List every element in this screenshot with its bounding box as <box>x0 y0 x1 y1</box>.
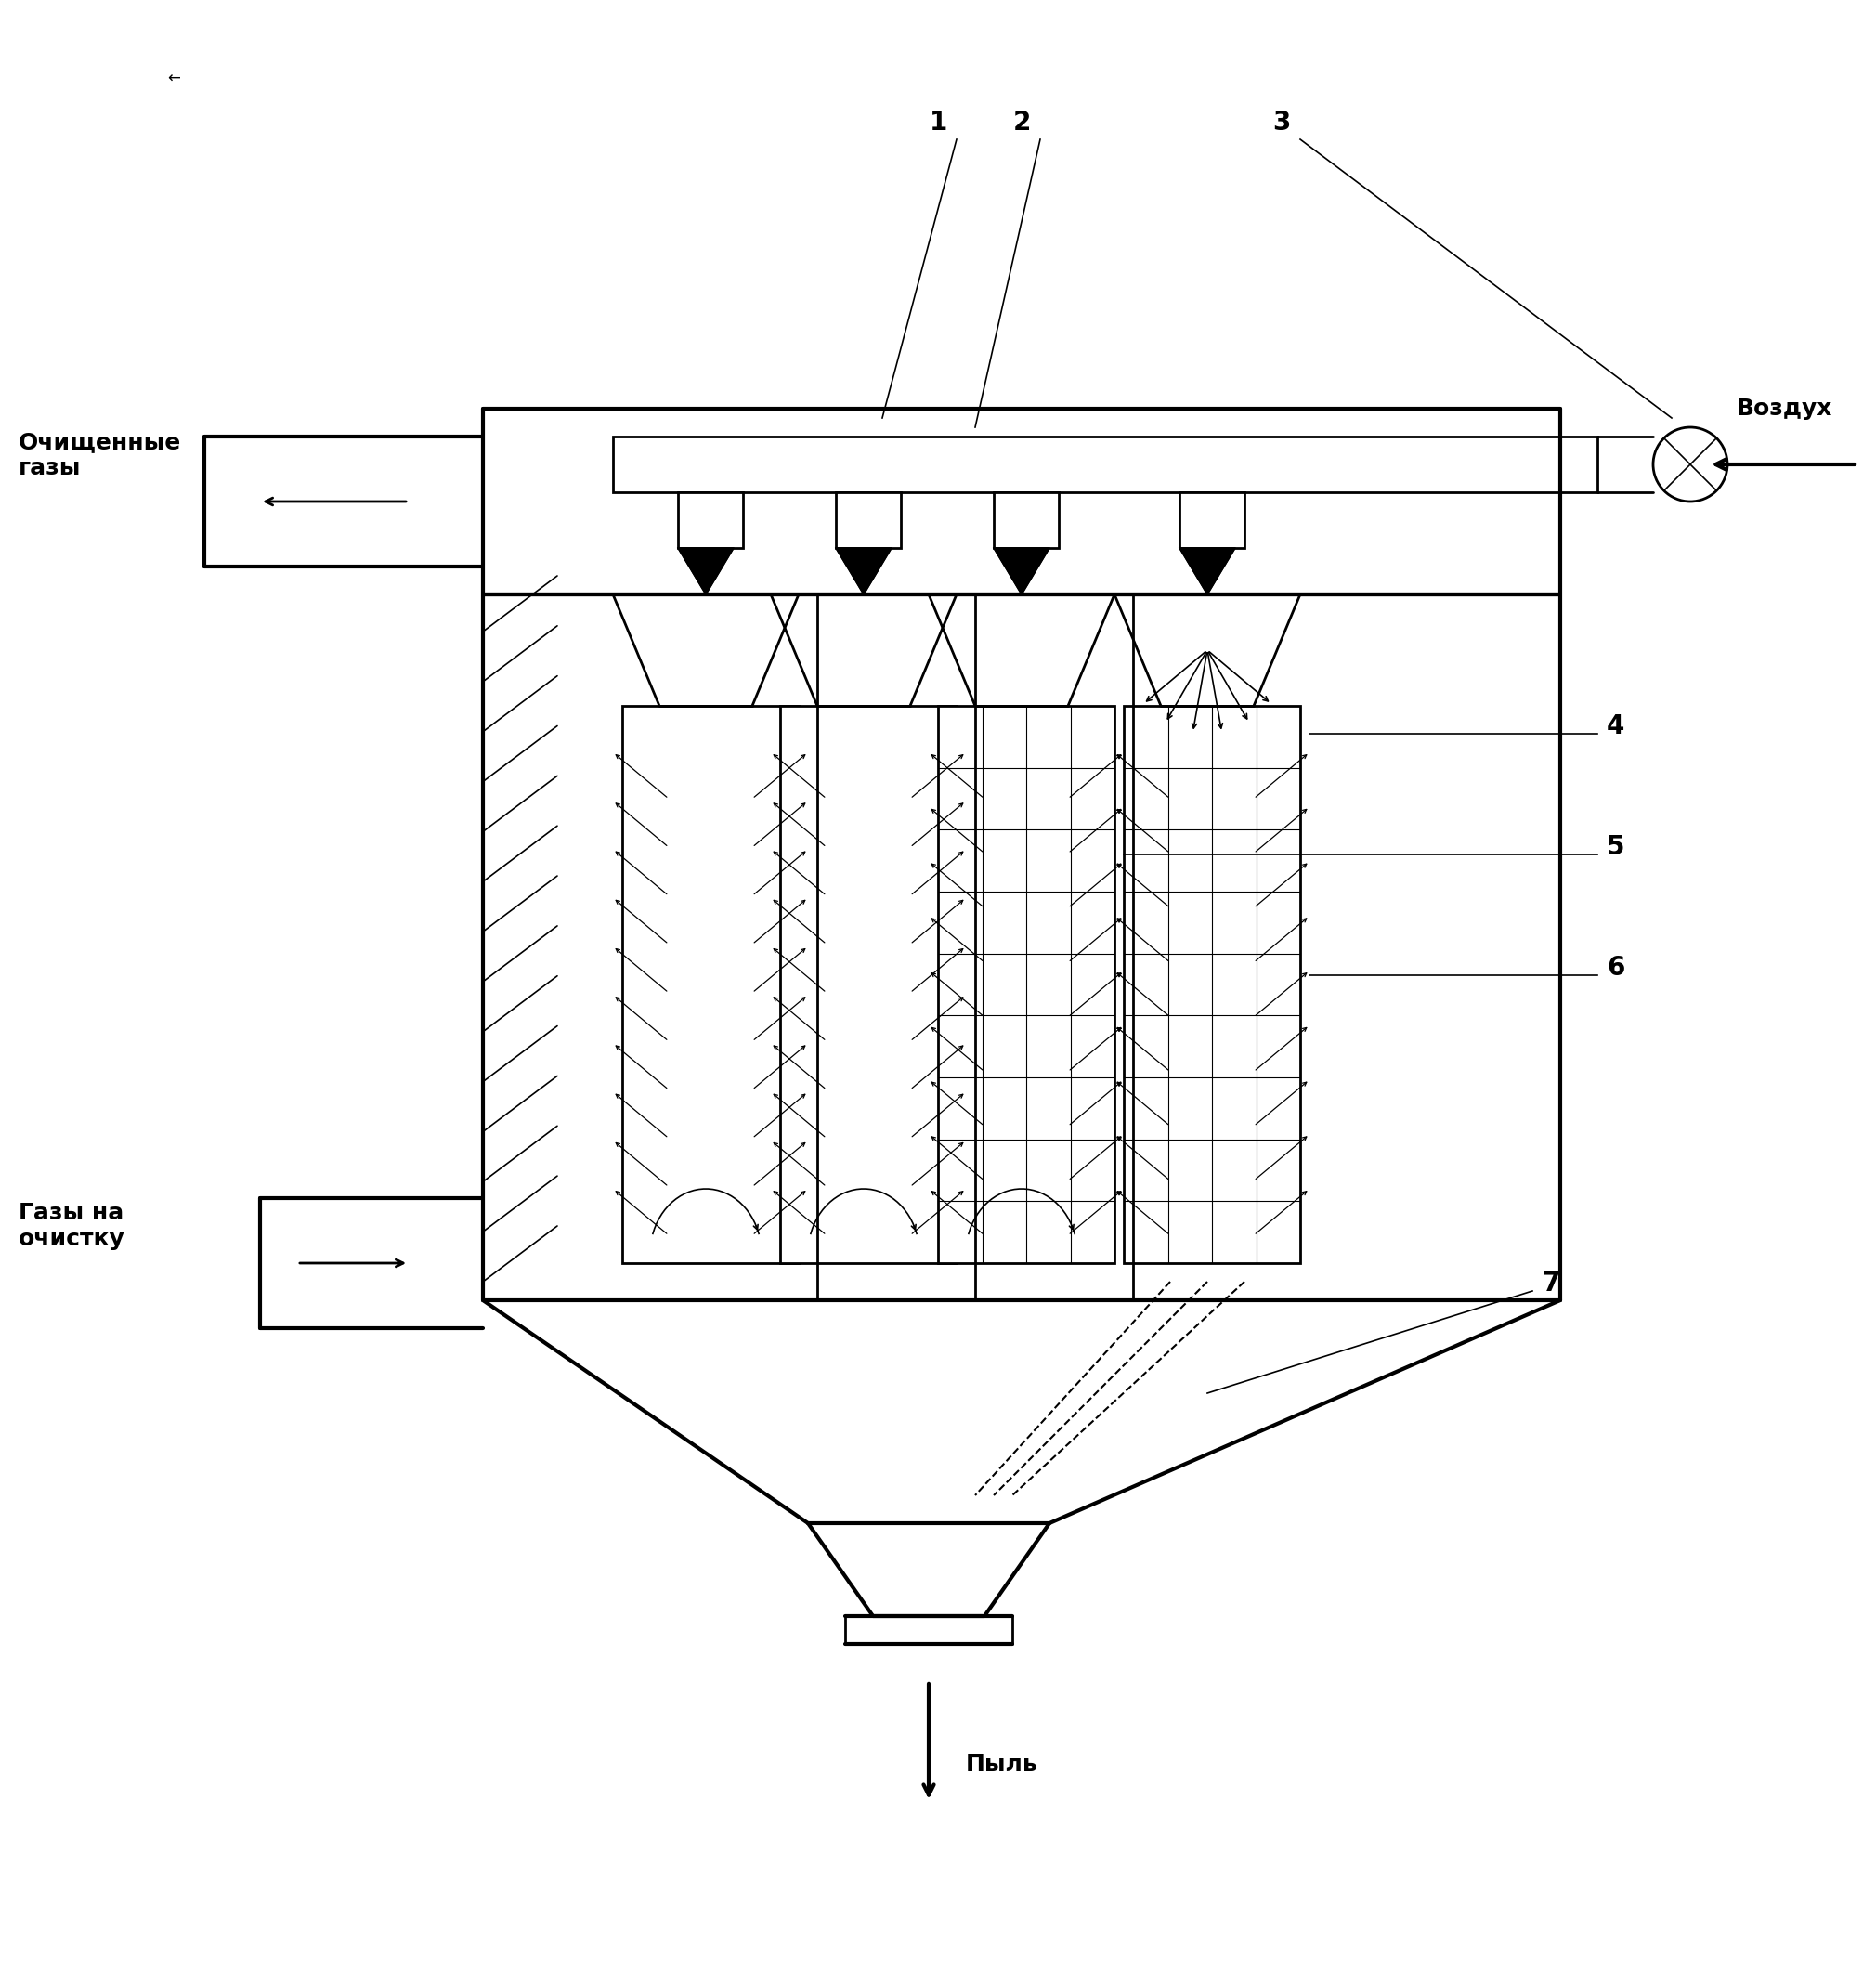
Text: 5: 5 <box>1606 835 1625 860</box>
Text: Пыль: Пыль <box>966 1754 1037 1776</box>
Polygon shape <box>677 547 734 595</box>
Polygon shape <box>994 547 1049 595</box>
Bar <box>938 705 1114 1264</box>
Bar <box>623 705 799 1264</box>
Text: 3: 3 <box>1272 110 1291 136</box>
Bar <box>994 492 1058 547</box>
Bar <box>1180 492 1244 547</box>
Bar <box>780 705 957 1264</box>
Text: 7: 7 <box>1542 1270 1559 1296</box>
Bar <box>1124 705 1300 1264</box>
Text: ←: ← <box>167 71 180 87</box>
Text: 1: 1 <box>929 110 947 136</box>
Text: Очищенные
газы: Очищенные газы <box>19 431 182 478</box>
Text: Воздух: Воздух <box>1737 398 1833 419</box>
Text: Газы на
очистку: Газы на очистку <box>19 1201 126 1250</box>
Text: 6: 6 <box>1606 955 1625 981</box>
Bar <box>677 492 743 547</box>
Bar <box>837 492 900 547</box>
Text: 2: 2 <box>1013 110 1030 136</box>
Polygon shape <box>837 547 891 595</box>
Polygon shape <box>1180 547 1234 595</box>
Text: 4: 4 <box>1606 713 1625 738</box>
Bar <box>613 437 1596 492</box>
